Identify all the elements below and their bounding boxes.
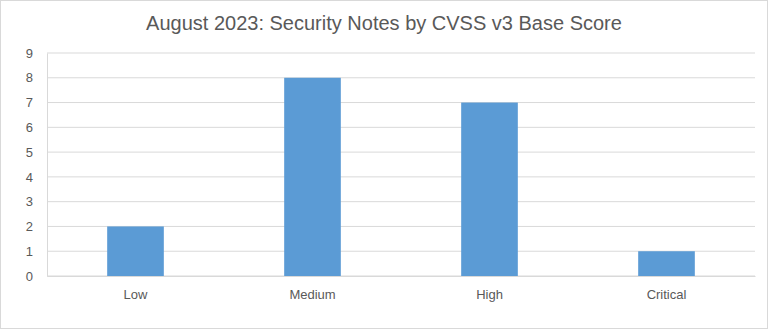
x-axis: Low Medium High Critical bbox=[48, 276, 756, 302]
grid bbox=[47, 53, 755, 276]
chart-svg: August 2023: Security Notes by CVSS v3 B… bbox=[0, 0, 768, 329]
x-tick: Medium bbox=[289, 276, 335, 302]
y-tick-label: 4 bbox=[26, 170, 33, 185]
x-tick: Critical bbox=[647, 276, 687, 302]
grid-line bbox=[47, 176, 755, 177]
y-tick-label: 8 bbox=[26, 70, 33, 85]
y-tick: 1 bbox=[26, 244, 47, 259]
x-axis-line bbox=[48, 276, 756, 277]
x-tick-label: Low bbox=[124, 287, 148, 302]
y-tick-label: 7 bbox=[26, 95, 33, 110]
y-tick: 5 bbox=[26, 145, 47, 160]
grid-line bbox=[47, 152, 755, 153]
grid-line bbox=[47, 77, 755, 78]
y-tick: 2 bbox=[26, 219, 47, 234]
bar bbox=[638, 251, 695, 276]
y-tick: 3 bbox=[26, 194, 47, 209]
x-tick-label: High bbox=[476, 287, 503, 302]
chart-container: August 2023: Security Notes by CVSS v3 B… bbox=[0, 0, 768, 329]
y-tick: 6 bbox=[26, 120, 47, 135]
chart-border bbox=[1, 1, 768, 329]
y-tick: 8 bbox=[26, 70, 47, 85]
y-tick: 9 bbox=[26, 46, 47, 61]
y-tick-label: 0 bbox=[26, 269, 33, 284]
bar bbox=[284, 78, 341, 276]
x-tick-label: Medium bbox=[289, 287, 335, 302]
chart-title: August 2023: Security Notes by CVSS v3 B… bbox=[146, 12, 622, 34]
bars bbox=[107, 78, 695, 276]
y-tick-label: 2 bbox=[26, 219, 33, 234]
y-tick-label: 3 bbox=[26, 194, 33, 209]
grid-line bbox=[47, 127, 755, 128]
grid-line bbox=[47, 102, 755, 103]
grid-line bbox=[47, 201, 755, 202]
y-axis: 0 1 2 3 4 5 6 7 8 9 bbox=[26, 46, 48, 284]
plot-area: 0 1 2 3 4 5 6 7 8 9 Low Medium High Critical bbox=[26, 46, 756, 303]
y-tick-label: 5 bbox=[26, 145, 33, 160]
y-tick: 7 bbox=[26, 95, 47, 110]
x-tick: High bbox=[476, 276, 503, 302]
y-tick-label: 9 bbox=[26, 46, 33, 61]
grid-line bbox=[47, 53, 755, 54]
bar bbox=[461, 103, 518, 276]
y-axis-line bbox=[47, 54, 48, 277]
x-tick: Low bbox=[124, 276, 148, 302]
y-tick: 0 bbox=[26, 269, 47, 284]
y-tick-label: 1 bbox=[26, 244, 33, 259]
y-tick-label: 6 bbox=[26, 120, 33, 135]
x-tick-label: Critical bbox=[647, 287, 687, 302]
bar bbox=[107, 226, 164, 276]
y-tick: 4 bbox=[26, 170, 47, 185]
